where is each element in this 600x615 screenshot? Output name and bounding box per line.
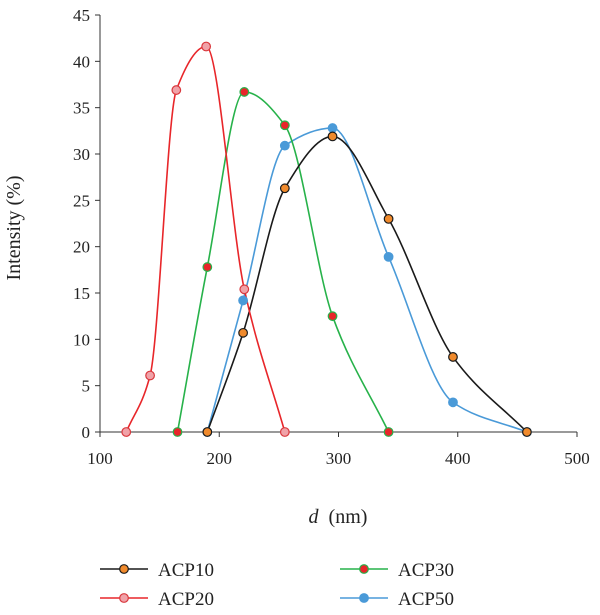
y-tick-label: 5 [82, 377, 91, 396]
x-tick-label: 500 [564, 449, 590, 468]
data-point-acp30 [279, 120, 290, 131]
y-tick-label: 40 [73, 52, 90, 71]
data-point-acp20 [121, 427, 132, 437]
data-point-acp30 [202, 262, 213, 272]
data-point-acp30 [383, 427, 394, 437]
data-point-acp10 [327, 131, 338, 142]
plot-axes: 0 5 10 15 20 25 30 35 40 45 100 200 300 400 500 [73, 6, 590, 468]
legend-marker-acp30 [359, 564, 369, 574]
x-axis-label-unit: (nm) [329, 506, 368, 528]
y-tick-label: 0 [82, 423, 91, 442]
plot-series [121, 41, 532, 437]
data-point-acp50 [383, 251, 394, 262]
data-point-acp30 [239, 87, 250, 97]
legend-item-acp10: ACP10 [100, 560, 214, 581]
data-point-acp10 [238, 327, 249, 338]
x-tick-label: 100 [87, 449, 113, 468]
x-tick-label: 200 [207, 449, 233, 468]
series-line-acp30 [176, 91, 390, 433]
legend-item-acp30: ACP30 [340, 560, 454, 581]
legend-label-acp30: ACP30 [398, 560, 454, 581]
legend-label-acp20: ACP20 [158, 589, 214, 610]
y-tick-label: 10 [73, 330, 90, 349]
data-point-acp30 [172, 427, 183, 437]
y-tick-label: 20 [73, 238, 90, 257]
data-point-acp10 [279, 183, 290, 194]
y-axis-label: Intensity (%) [3, 176, 25, 281]
chart-legend: ACP10 ACP20 ACP30 ACP50 [100, 560, 454, 610]
data-point-acp50 [238, 295, 249, 306]
x-axis-label-variable: d [309, 506, 320, 528]
y-tick-label: 25 [73, 191, 90, 210]
data-point-acp20 [201, 41, 212, 52]
legend-marker-acp10 [119, 564, 129, 574]
data-point-acp10 [448, 352, 458, 362]
x-tick-label: 300 [326, 449, 352, 468]
y-tick-label: 45 [73, 6, 90, 25]
x-tick-label: 400 [445, 449, 471, 468]
series-line-acp20 [125, 45, 286, 433]
data-point-acp20 [239, 284, 250, 295]
legend-item-acp20: ACP20 [100, 589, 214, 610]
data-point-acp10 [383, 213, 394, 224]
data-point-acp10 [522, 427, 532, 437]
legend-marker-acp50 [359, 593, 369, 603]
y-tick-label: 15 [73, 284, 90, 303]
x-axis-label: d (nm) [309, 506, 368, 528]
data-point-acp20 [171, 85, 182, 95]
legend-marker-acp20 [119, 593, 129, 603]
series-line-acp10 [206, 135, 528, 433]
legend-label-acp50: ACP50 [398, 589, 454, 610]
y-tick-label: 35 [73, 99, 90, 118]
data-point-acp10 [202, 427, 213, 437]
data-point-acp50 [327, 123, 338, 133]
legend-item-acp50: ACP50 [340, 589, 454, 610]
legend-label-acp10: ACP10 [158, 560, 214, 581]
data-point-acp50 [279, 140, 290, 151]
data-point-acp20 [279, 427, 290, 437]
data-point-acp20 [145, 370, 155, 381]
data-point-acp30 [327, 311, 338, 322]
y-tick-label: 30 [73, 145, 90, 164]
data-point-acp50 [448, 397, 458, 408]
